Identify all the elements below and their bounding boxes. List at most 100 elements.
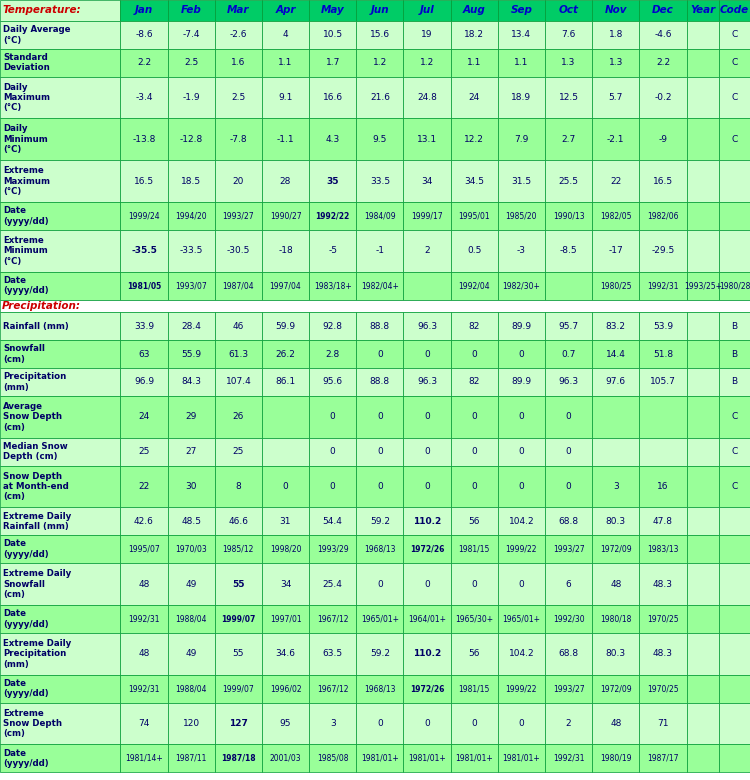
Bar	[356, 21, 404, 49]
Bar	[309, 466, 356, 507]
Text: 4: 4	[283, 30, 288, 39]
Bar	[639, 703, 686, 744]
Text: 48: 48	[138, 649, 150, 658]
Bar	[0, 507, 121, 535]
Text: 2.5: 2.5	[231, 93, 245, 102]
Text: 63.5: 63.5	[322, 649, 343, 658]
Text: 59.2: 59.2	[370, 517, 390, 526]
Text: 1.2: 1.2	[420, 58, 434, 67]
Bar	[639, 396, 686, 438]
Bar	[214, 703, 262, 744]
Text: Precipitation
(mm): Precipitation (mm)	[3, 372, 66, 392]
Text: -8.6: -8.6	[135, 30, 153, 39]
Text: 2.2: 2.2	[656, 58, 670, 67]
Text: -3.4: -3.4	[135, 93, 153, 102]
Bar	[121, 161, 167, 202]
Text: 25.5: 25.5	[559, 177, 578, 186]
Text: 0: 0	[566, 482, 572, 491]
Bar	[121, 340, 167, 368]
Text: 1994/20: 1994/20	[176, 211, 207, 221]
Bar	[121, 230, 167, 271]
Bar	[356, 507, 404, 535]
Text: 1987/17: 1987/17	[647, 753, 679, 763]
Text: 110.2: 110.2	[413, 517, 441, 526]
Text: 51.8: 51.8	[653, 349, 673, 359]
Bar	[167, 563, 214, 605]
Bar	[309, 0, 356, 21]
Bar	[167, 703, 214, 744]
Text: -3: -3	[517, 246, 526, 255]
Text: 71: 71	[657, 719, 669, 728]
Text: 95: 95	[280, 719, 291, 728]
Bar	[214, 340, 262, 368]
Text: 0: 0	[330, 447, 335, 456]
Text: 1995/01: 1995/01	[458, 211, 490, 221]
Bar	[121, 675, 167, 703]
Text: 96.9: 96.9	[134, 378, 154, 386]
Bar	[0, 675, 121, 703]
Text: 1992/30: 1992/30	[553, 615, 584, 623]
Bar	[545, 744, 592, 772]
Text: 16.6: 16.6	[322, 93, 343, 102]
Text: 1997/01: 1997/01	[270, 615, 302, 623]
Text: 27: 27	[185, 447, 196, 456]
Bar	[214, 633, 262, 675]
Bar	[545, 161, 592, 202]
Bar	[404, 49, 451, 76]
Text: 25: 25	[138, 447, 150, 456]
Text: 0: 0	[377, 482, 382, 491]
Bar	[545, 119, 592, 161]
Text: 104.2: 104.2	[509, 517, 534, 526]
Text: May: May	[321, 5, 344, 16]
Text: Daily
Minimum
(°C): Daily Minimum (°C)	[3, 125, 48, 154]
Bar	[592, 535, 639, 563]
Text: 1998/20: 1998/20	[270, 544, 302, 554]
Text: 49: 49	[185, 580, 196, 589]
Text: B: B	[731, 378, 737, 386]
Bar	[262, 438, 309, 466]
Text: 14.4: 14.4	[606, 349, 625, 359]
Text: 80.3: 80.3	[606, 517, 625, 526]
Bar	[498, 744, 545, 772]
Bar	[356, 0, 404, 21]
Text: 88.8: 88.8	[370, 321, 390, 331]
Text: 1.8: 1.8	[608, 30, 623, 39]
Text: 0: 0	[424, 482, 430, 491]
Text: 1982/04+: 1982/04+	[361, 282, 399, 290]
Bar	[545, 76, 592, 119]
Text: Snowfall
(cm): Snowfall (cm)	[3, 344, 45, 363]
Bar	[404, 563, 451, 605]
Text: 1999/22: 1999/22	[506, 684, 537, 693]
Text: 1993/25+: 1993/25+	[684, 282, 722, 290]
Bar	[0, 438, 121, 466]
Text: 0: 0	[471, 447, 477, 456]
Bar	[686, 312, 719, 340]
Bar	[451, 675, 498, 703]
Bar	[356, 535, 404, 563]
Text: 28.4: 28.4	[182, 321, 201, 331]
Bar	[262, 633, 309, 675]
Text: 1993/27: 1993/27	[553, 544, 584, 554]
Text: 0: 0	[424, 413, 430, 421]
Text: 48.3: 48.3	[653, 649, 673, 658]
Text: 1985/12: 1985/12	[223, 544, 254, 554]
Text: Feb: Feb	[181, 5, 202, 16]
Text: 56: 56	[469, 649, 480, 658]
Bar	[498, 76, 545, 119]
Bar	[498, 202, 545, 230]
Text: 1972/09: 1972/09	[600, 684, 632, 693]
Bar	[167, 202, 214, 230]
Bar	[167, 0, 214, 21]
Bar	[451, 563, 498, 605]
Bar	[639, 675, 686, 703]
Bar	[639, 438, 686, 466]
Bar	[214, 535, 262, 563]
Bar	[451, 0, 498, 21]
Text: 59.9: 59.9	[275, 321, 296, 331]
Text: 1992/31: 1992/31	[128, 615, 160, 623]
Bar	[545, 438, 592, 466]
Text: 0: 0	[518, 447, 524, 456]
Text: 0: 0	[471, 719, 477, 728]
Text: 1.3: 1.3	[562, 58, 576, 67]
Bar	[167, 161, 214, 202]
